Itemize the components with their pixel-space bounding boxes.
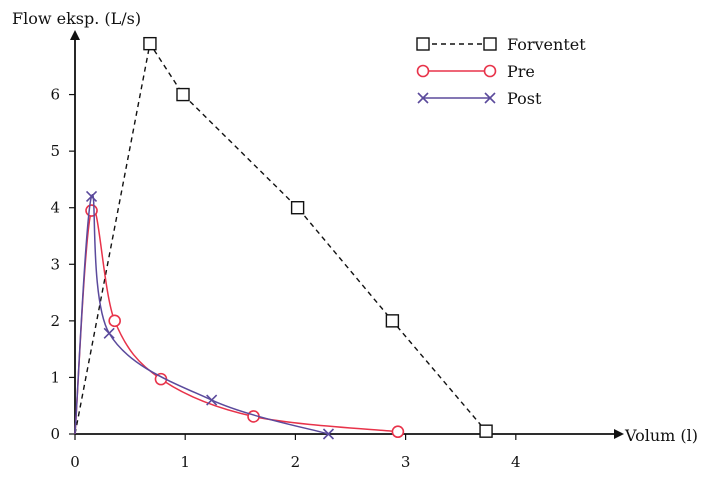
series-post bbox=[74, 190, 335, 440]
legend-marker-left bbox=[417, 92, 429, 104]
forventet-point bbox=[176, 87, 190, 102]
forventet-point bbox=[479, 424, 493, 438]
x-tick-label: 0 bbox=[70, 453, 80, 471]
legend-item-pre: Pre bbox=[416, 62, 535, 81]
post-point bbox=[322, 428, 335, 440]
series-line-pre bbox=[74, 207, 398, 435]
legend-layer: Forventet Pre Post bbox=[416, 35, 586, 108]
x-axis-title: Volum (l) bbox=[624, 426, 698, 445]
series-layer bbox=[74, 36, 493, 440]
forventet-point bbox=[143, 36, 157, 51]
forventet-point bbox=[290, 201, 305, 215]
x-tick-label: 2 bbox=[291, 453, 301, 471]
y-axis-title: Flow eksp. (L/s) bbox=[12, 9, 141, 28]
post-point bbox=[85, 190, 98, 202]
legend-marker-right bbox=[484, 92, 496, 104]
pre-point bbox=[391, 425, 405, 439]
legend-label: Forventet bbox=[507, 35, 586, 54]
y-tick-label: 2 bbox=[50, 312, 60, 330]
x-tick-label: 3 bbox=[401, 453, 411, 471]
x-tick-label: 4 bbox=[511, 453, 521, 471]
series-forventet bbox=[74, 36, 493, 438]
y-tick-label: 5 bbox=[50, 142, 60, 160]
x-tick-label: 1 bbox=[180, 453, 190, 471]
pre-point bbox=[108, 314, 121, 328]
y-tick-label: 6 bbox=[50, 86, 60, 104]
legend-marker-right bbox=[483, 37, 497, 51]
y-tick-label: 0 bbox=[50, 425, 60, 443]
pre-point bbox=[85, 204, 98, 217]
axes-layer: 0 1 2 3 4 0 1 2 3 4 5 6 bbox=[50, 30, 624, 471]
legend-marker-left bbox=[416, 37, 430, 51]
post-point bbox=[206, 394, 218, 406]
post-point bbox=[103, 327, 115, 339]
legend-marker-left bbox=[416, 64, 430, 78]
y-tick-label: 3 bbox=[50, 255, 60, 273]
legend-item-post: Post bbox=[417, 89, 542, 108]
y-tick-label: 1 bbox=[50, 368, 60, 386]
forventet-point bbox=[385, 314, 400, 328]
legend-item-forventet: Forventet bbox=[416, 35, 586, 54]
series-line-forventet bbox=[74, 41, 487, 435]
legend-label: Post bbox=[507, 89, 542, 108]
series-pre bbox=[74, 204, 405, 439]
series-line-post bbox=[74, 194, 329, 435]
legend-label: Pre bbox=[507, 62, 535, 81]
y-tick-label: 4 bbox=[50, 199, 60, 217]
legend-marker-right bbox=[483, 64, 497, 78]
